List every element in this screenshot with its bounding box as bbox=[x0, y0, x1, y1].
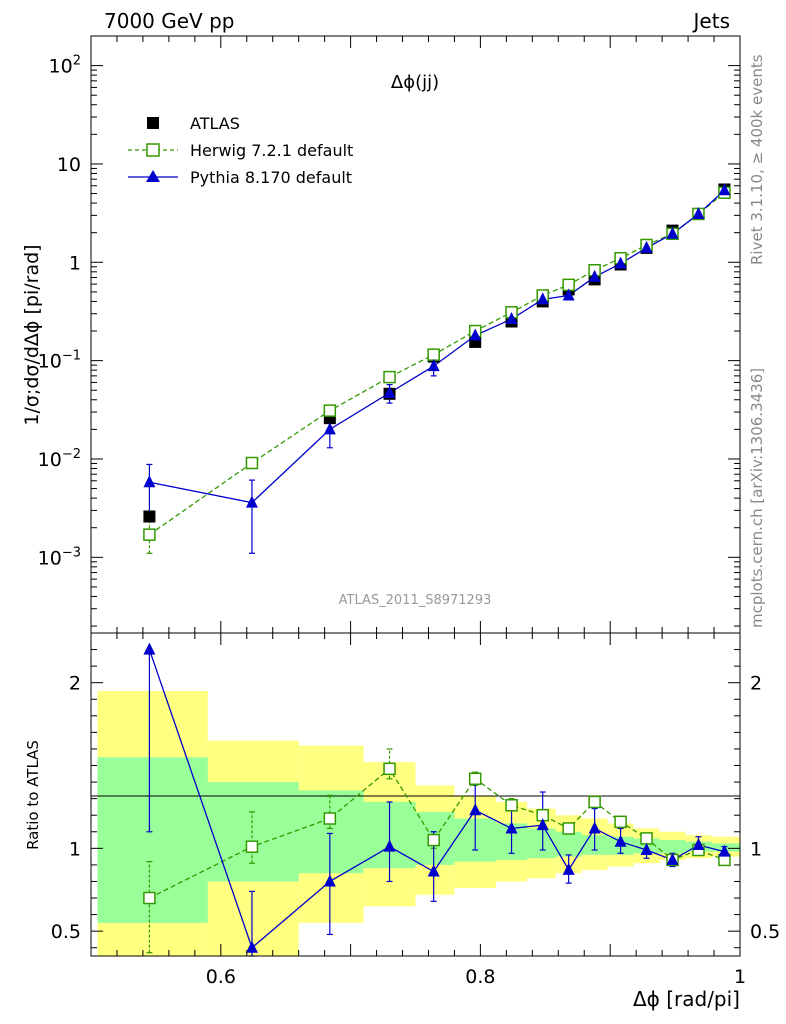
main-y-axis: 102 10 1 10−1 10−2 10−3 bbox=[38, 35, 740, 627]
pythia-ratio-point bbox=[383, 839, 396, 852]
pythia-data-point bbox=[692, 206, 705, 219]
pythia-ratio-point bbox=[427, 864, 440, 877]
ratio-plot-frame bbox=[90, 632, 741, 957]
pythia-ratio-point bbox=[718, 844, 731, 857]
herwig-ratio-point bbox=[468, 772, 482, 786]
y-tick-label: 102 bbox=[49, 54, 81, 78]
pythia-data-point bbox=[614, 256, 627, 269]
pythia-ratio-point bbox=[143, 642, 156, 655]
herwig-ratio-point bbox=[143, 891, 156, 905]
herwig-data-point bbox=[427, 348, 440, 361]
pythia-ratio-point bbox=[536, 818, 549, 831]
plot-title: Δϕ(jj) bbox=[391, 72, 439, 93]
pythia-ratio-point bbox=[469, 803, 482, 816]
pythia-ratio-point bbox=[588, 821, 601, 834]
legend-atlas-label: ATLAS bbox=[190, 114, 240, 133]
main-plot-panel: Δϕ(jj) ATLAS_2011_S8971293 1/σ;dσ/dΔϕ [p… bbox=[21, 35, 741, 634]
main-x-axis bbox=[90, 36, 741, 633]
pythia-data-point bbox=[666, 226, 679, 239]
mcplots-credit-label: mcplots.cern.ch [arXiv:1306.3436] bbox=[748, 368, 766, 628]
pythia-data-point bbox=[536, 292, 549, 305]
herwig-data-point bbox=[245, 456, 259, 470]
legend-pythia-marker bbox=[146, 170, 160, 182]
main-plot-frame bbox=[90, 35, 741, 634]
atlas-data-point bbox=[143, 510, 156, 523]
legend-atlas-marker bbox=[147, 117, 159, 129]
pythia-data-point bbox=[588, 269, 601, 282]
main-series-layer bbox=[143, 183, 731, 554]
green-uncertainty-band bbox=[555, 831, 582, 857]
ratio-y-tick-label: 2 bbox=[69, 673, 81, 695]
x-axis-label: Δϕ [rad/pi] bbox=[633, 987, 740, 1011]
herwig-ratio-point bbox=[383, 762, 396, 776]
herwig-ratio-point bbox=[640, 832, 653, 845]
y-tick-label: 10−2 bbox=[38, 447, 81, 471]
pythia-ratio-point bbox=[323, 874, 336, 887]
legend: ATLAS Herwig 7.2.1 default Pythia 8.170 … bbox=[128, 114, 353, 187]
herwig-data-point bbox=[383, 370, 396, 384]
pythia-data-point bbox=[505, 312, 518, 325]
pythia-data-point bbox=[323, 422, 336, 435]
pythia-ratio-point bbox=[562, 862, 575, 875]
green-uncertainty-band bbox=[659, 840, 686, 854]
herwig-ratio-point bbox=[505, 799, 518, 812]
pythia-ratio-point bbox=[692, 838, 705, 851]
rivet-version-label: Rivet 3.1.10, ≥ 400k events bbox=[748, 54, 766, 265]
herwig-ratio-point bbox=[245, 840, 259, 853]
herwig-line bbox=[149, 192, 725, 536]
header-process-label: Jets bbox=[692, 9, 730, 33]
green-uncertainty-band bbox=[527, 828, 556, 859]
analysis-watermark: ATLAS_2011_S8971293 bbox=[339, 593, 492, 608]
ratio-plot-panel: Ratio to ATLAS 2 2 1 1 0.5 0.5 0.6 0.8 1 Δϕ [ra… bbox=[24, 632, 780, 1011]
x-tick-label: 1 bbox=[734, 966, 746, 988]
green-uncertainty-band bbox=[298, 790, 364, 874]
ratio-y-tick-label-right: 0.5 bbox=[750, 921, 780, 943]
pythia-data-point bbox=[562, 288, 575, 301]
ratio-y-axis-label: Ratio to ATLAS bbox=[24, 740, 42, 850]
ratio-y-tick-label: 0.5 bbox=[51, 921, 81, 943]
pythia-line bbox=[149, 189, 725, 504]
herwig-ratio-point bbox=[427, 833, 440, 847]
ratio-uncertainty-bands bbox=[97, 690, 740, 956]
pythia-ratio-point bbox=[614, 834, 627, 847]
ratio-series-layer bbox=[143, 642, 731, 957]
pythia-data-point bbox=[143, 475, 156, 488]
x-tick-label: 0.8 bbox=[465, 966, 495, 988]
ratio-y-tick-label: 1 bbox=[69, 838, 81, 860]
pythia-ratio-point bbox=[640, 842, 653, 855]
pythia-ratio-point bbox=[245, 940, 258, 953]
y-tick-label: 1 bbox=[69, 252, 81, 274]
pythia-data-point bbox=[245, 495, 258, 508]
herwig-ratio-point bbox=[614, 815, 627, 829]
y-tick-label: 10−3 bbox=[38, 545, 81, 569]
legend-herwig-label: Herwig 7.2.1 default bbox=[190, 141, 353, 160]
pythia-ratio-point bbox=[666, 852, 679, 865]
herwig-ratio-point bbox=[588, 795, 601, 809]
herwig-ratio-point bbox=[323, 812, 337, 825]
pythia-data-point bbox=[718, 183, 731, 196]
ratio-y-tick-label-right: 2 bbox=[750, 673, 762, 695]
x-tick-label: 0.6 bbox=[206, 966, 236, 988]
pythia-data-point bbox=[383, 385, 396, 398]
header-energy-label: 7000 GeV pp bbox=[104, 9, 235, 33]
ratio-y-axis: 2 2 1 1 0.5 0.5 bbox=[51, 649, 780, 949]
herwig-ratio-point bbox=[562, 822, 575, 835]
legend-herwig-marker bbox=[146, 143, 160, 157]
ratio-x-axis: 0.6 0.8 1 bbox=[90, 633, 746, 988]
pythia-data-point bbox=[469, 328, 482, 341]
y-tick-label: 10−1 bbox=[38, 349, 81, 373]
pythia-data-point bbox=[427, 359, 440, 372]
pythia-ratio-point bbox=[505, 821, 518, 834]
herwig-data-point bbox=[143, 528, 156, 541]
green-uncertainty-band bbox=[207, 782, 299, 882]
pythia-data-point bbox=[640, 240, 653, 253]
ratio-y-tick-label-right: 1 bbox=[750, 838, 762, 860]
main-y-axis-label: 1/σ;dσ/dΔϕ [pi/rad] bbox=[21, 244, 43, 425]
legend-pythia-label: Pythia 8.170 default bbox=[190, 168, 352, 187]
y-tick-label: 10 bbox=[57, 154, 81, 176]
herwig-data-point bbox=[323, 404, 337, 417]
